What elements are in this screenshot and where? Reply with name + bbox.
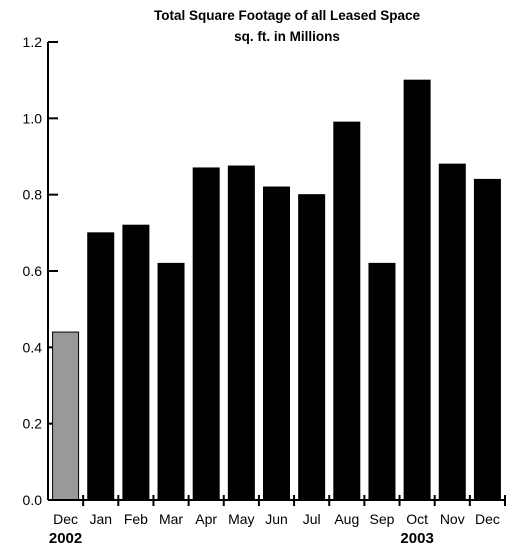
bar-1 <box>87 232 115 501</box>
y-axis: 0.0 0.2 0.4 0.6 0.8 1.0 1.2 <box>23 34 58 508</box>
y-tick-label: 0.2 <box>23 416 43 432</box>
y-tick-label: 0.4 <box>23 339 43 355</box>
y-tick-label: 1.2 <box>23 34 43 50</box>
bar-4 <box>192 167 220 501</box>
x-tick-label: Feb <box>124 511 148 527</box>
bar-5 <box>227 165 255 501</box>
bar-0 <box>52 331 80 501</box>
x-tick-label: May <box>228 511 254 527</box>
bars <box>52 79 501 501</box>
y-tick-label: 0.6 <box>23 263 43 279</box>
year-label: 2002 <box>49 530 82 546</box>
y-tick-label: 0.8 <box>23 187 43 203</box>
x-tick-label: Aug <box>334 511 359 527</box>
bar-3 <box>157 262 185 501</box>
chart-title: Total Square Footage of all Leased Space <box>154 8 421 23</box>
x-tick-label: Dec <box>475 511 500 527</box>
bar-8 <box>333 121 361 501</box>
x-tick-label: Apr <box>195 511 217 527</box>
x-tick-label: Nov <box>440 511 465 527</box>
bar-12 <box>473 178 501 501</box>
bar-6 <box>263 186 290 501</box>
x-tick-label: Mar <box>159 511 183 527</box>
x-tick-label: Sep <box>370 511 395 527</box>
x-tick-label: Jun <box>265 511 288 527</box>
x-axis: Dec Jan Feb Mar Apr May Jun Jul Aug Sep Oct Nov Dec 2… <box>48 495 506 546</box>
x-tick-label: Jan <box>89 511 112 527</box>
bar-2 <box>122 224 150 501</box>
bar-10 <box>403 79 431 501</box>
bar-7 <box>298 194 326 501</box>
bar-9 <box>368 262 396 501</box>
y-tick-label: 1.0 <box>23 110 43 126</box>
year-label: 2003 <box>400 530 433 546</box>
x-tick-label: Dec <box>53 511 78 527</box>
x-tick-label: Oct <box>406 511 428 527</box>
y-tick-label: 0.0 <box>23 492 43 508</box>
bar-11 <box>438 163 466 501</box>
x-tick-label: Jul <box>303 511 321 527</box>
chart-subtitle: sq. ft. in Millions <box>234 29 340 44</box>
